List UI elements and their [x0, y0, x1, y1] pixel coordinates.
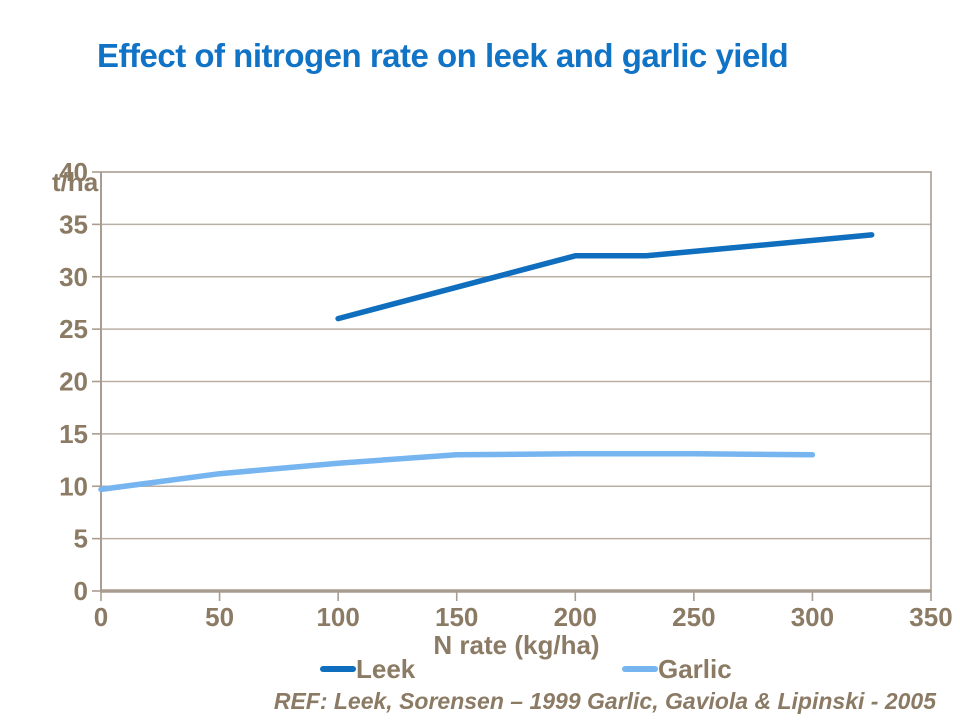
y-tick-label: 25	[59, 314, 88, 344]
chart-legend: Leek Garlic	[0, 655, 960, 683]
x-tick-label: 250	[672, 602, 715, 632]
x-tick-label: 150	[435, 602, 478, 632]
legend-item-garlic: Garlic	[622, 655, 732, 683]
legend-label-leek: Leek	[356, 654, 416, 684]
x-tick-label: 300	[791, 602, 834, 632]
garlic-data-line	[98, 451, 816, 493]
x-tick-label: 0	[94, 602, 108, 632]
legend-label-garlic: Garlic	[658, 654, 732, 684]
x-tick-label: 350	[909, 602, 952, 632]
y-axis-unit-label: t/ha	[52, 167, 99, 197]
legend-item-leek: Leek	[320, 655, 415, 683]
y-tick-label: 0	[74, 576, 88, 606]
y-tick-label: 15	[59, 419, 88, 449]
x-tick-label: 200	[554, 602, 597, 632]
y-tick-label: 20	[59, 367, 88, 397]
chart-title: Effect of nitrogen rate on leek and garl…	[97, 37, 789, 74]
leek-data-line	[335, 232, 875, 322]
y-tick-label: 35	[59, 209, 88, 239]
x-tick-label: 50	[205, 602, 234, 632]
x-axis-title: N rate (kg/ha)	[433, 630, 600, 660]
x-tick-label: 100	[316, 602, 359, 632]
y-tick-label: 10	[59, 471, 88, 501]
y-tick-label: 30	[59, 262, 88, 292]
reference-citation: REF: Leek, Sorensen – 1999 Garlic, Gavio…	[273, 688, 936, 714]
y-tick-label: 40	[59, 157, 88, 187]
y-tick-label: 5	[74, 524, 88, 554]
leek-line-swatch	[320, 666, 356, 672]
garlic-line-swatch	[622, 666, 658, 672]
